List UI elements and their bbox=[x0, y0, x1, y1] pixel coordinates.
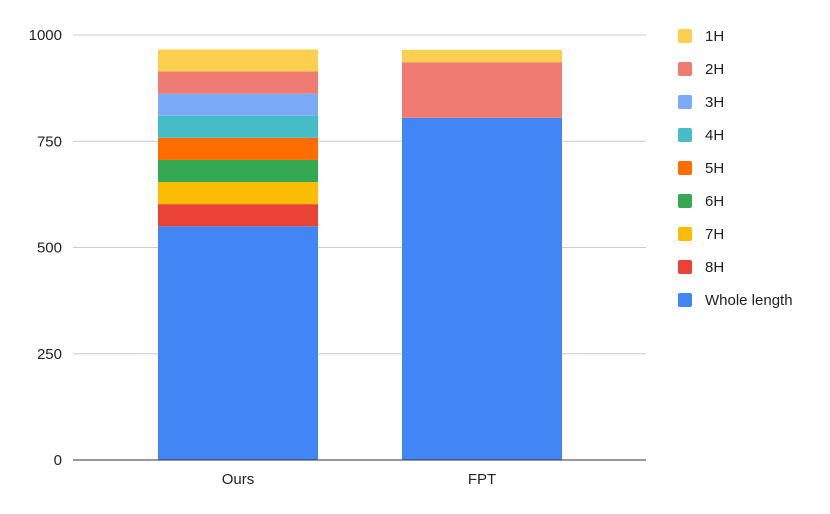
legend-label: 6H bbox=[705, 193, 724, 210]
y-tick-label: 250 bbox=[37, 346, 62, 363]
legend-swatch bbox=[678, 227, 692, 241]
bar-segment bbox=[402, 49, 562, 63]
x-axis-labels: Ours FPT bbox=[222, 471, 496, 488]
legend-item: 8H bbox=[678, 259, 724, 276]
legend-item: 3H bbox=[678, 94, 724, 111]
y-axis-ticks: 0 250 500 750 1000 bbox=[29, 27, 62, 469]
legend-label: 2H bbox=[705, 61, 724, 78]
legend-swatch bbox=[678, 260, 692, 274]
legend-item: 2H bbox=[678, 61, 724, 78]
legend-swatch bbox=[678, 161, 692, 175]
y-tick-label: 500 bbox=[37, 240, 62, 257]
legend-label: 7H bbox=[705, 226, 724, 243]
y-tick-label: 1000 bbox=[29, 27, 62, 44]
bars bbox=[158, 49, 562, 460]
legend-item: 5H bbox=[678, 160, 724, 177]
legend-label: 3H bbox=[705, 94, 724, 111]
bar-segment bbox=[158, 71, 318, 94]
legend-label: Whole length bbox=[705, 292, 793, 309]
legend-label: 5H bbox=[705, 160, 724, 177]
bar-segment bbox=[402, 117, 562, 460]
bar-segment bbox=[158, 137, 318, 160]
x-category-label: Ours bbox=[222, 471, 255, 488]
bar-segment bbox=[158, 226, 318, 460]
legend-item: 7H bbox=[678, 226, 724, 243]
bar-segment bbox=[158, 49, 318, 72]
legend-label: 8H bbox=[705, 259, 724, 276]
legend: 1H 2H 3H 4H 5H 6H 7H 8H Whole length bbox=[678, 28, 793, 309]
legend-label: 1H bbox=[705, 28, 724, 45]
legend-item: 1H bbox=[678, 28, 724, 45]
legend-swatch bbox=[678, 29, 692, 43]
legend-swatch bbox=[678, 128, 692, 142]
x-category-label: FPT bbox=[468, 471, 496, 488]
legend-item: 6H bbox=[678, 193, 724, 210]
legend-swatch bbox=[678, 95, 692, 109]
bar-segment bbox=[158, 182, 318, 205]
y-tick-label: 750 bbox=[37, 133, 62, 150]
legend-item: Whole length bbox=[678, 292, 793, 309]
bar-segment bbox=[158, 93, 318, 116]
legend-item: 4H bbox=[678, 127, 724, 144]
legend-swatch bbox=[678, 194, 692, 208]
legend-swatch bbox=[678, 62, 692, 76]
bar-segment bbox=[158, 115, 318, 138]
bar-segment bbox=[158, 204, 318, 227]
y-tick-label: 0 bbox=[54, 452, 62, 469]
bar-segment bbox=[158, 159, 318, 183]
bar-segment bbox=[402, 62, 562, 118]
legend-label: 4H bbox=[705, 127, 724, 144]
legend-swatch bbox=[678, 293, 692, 307]
